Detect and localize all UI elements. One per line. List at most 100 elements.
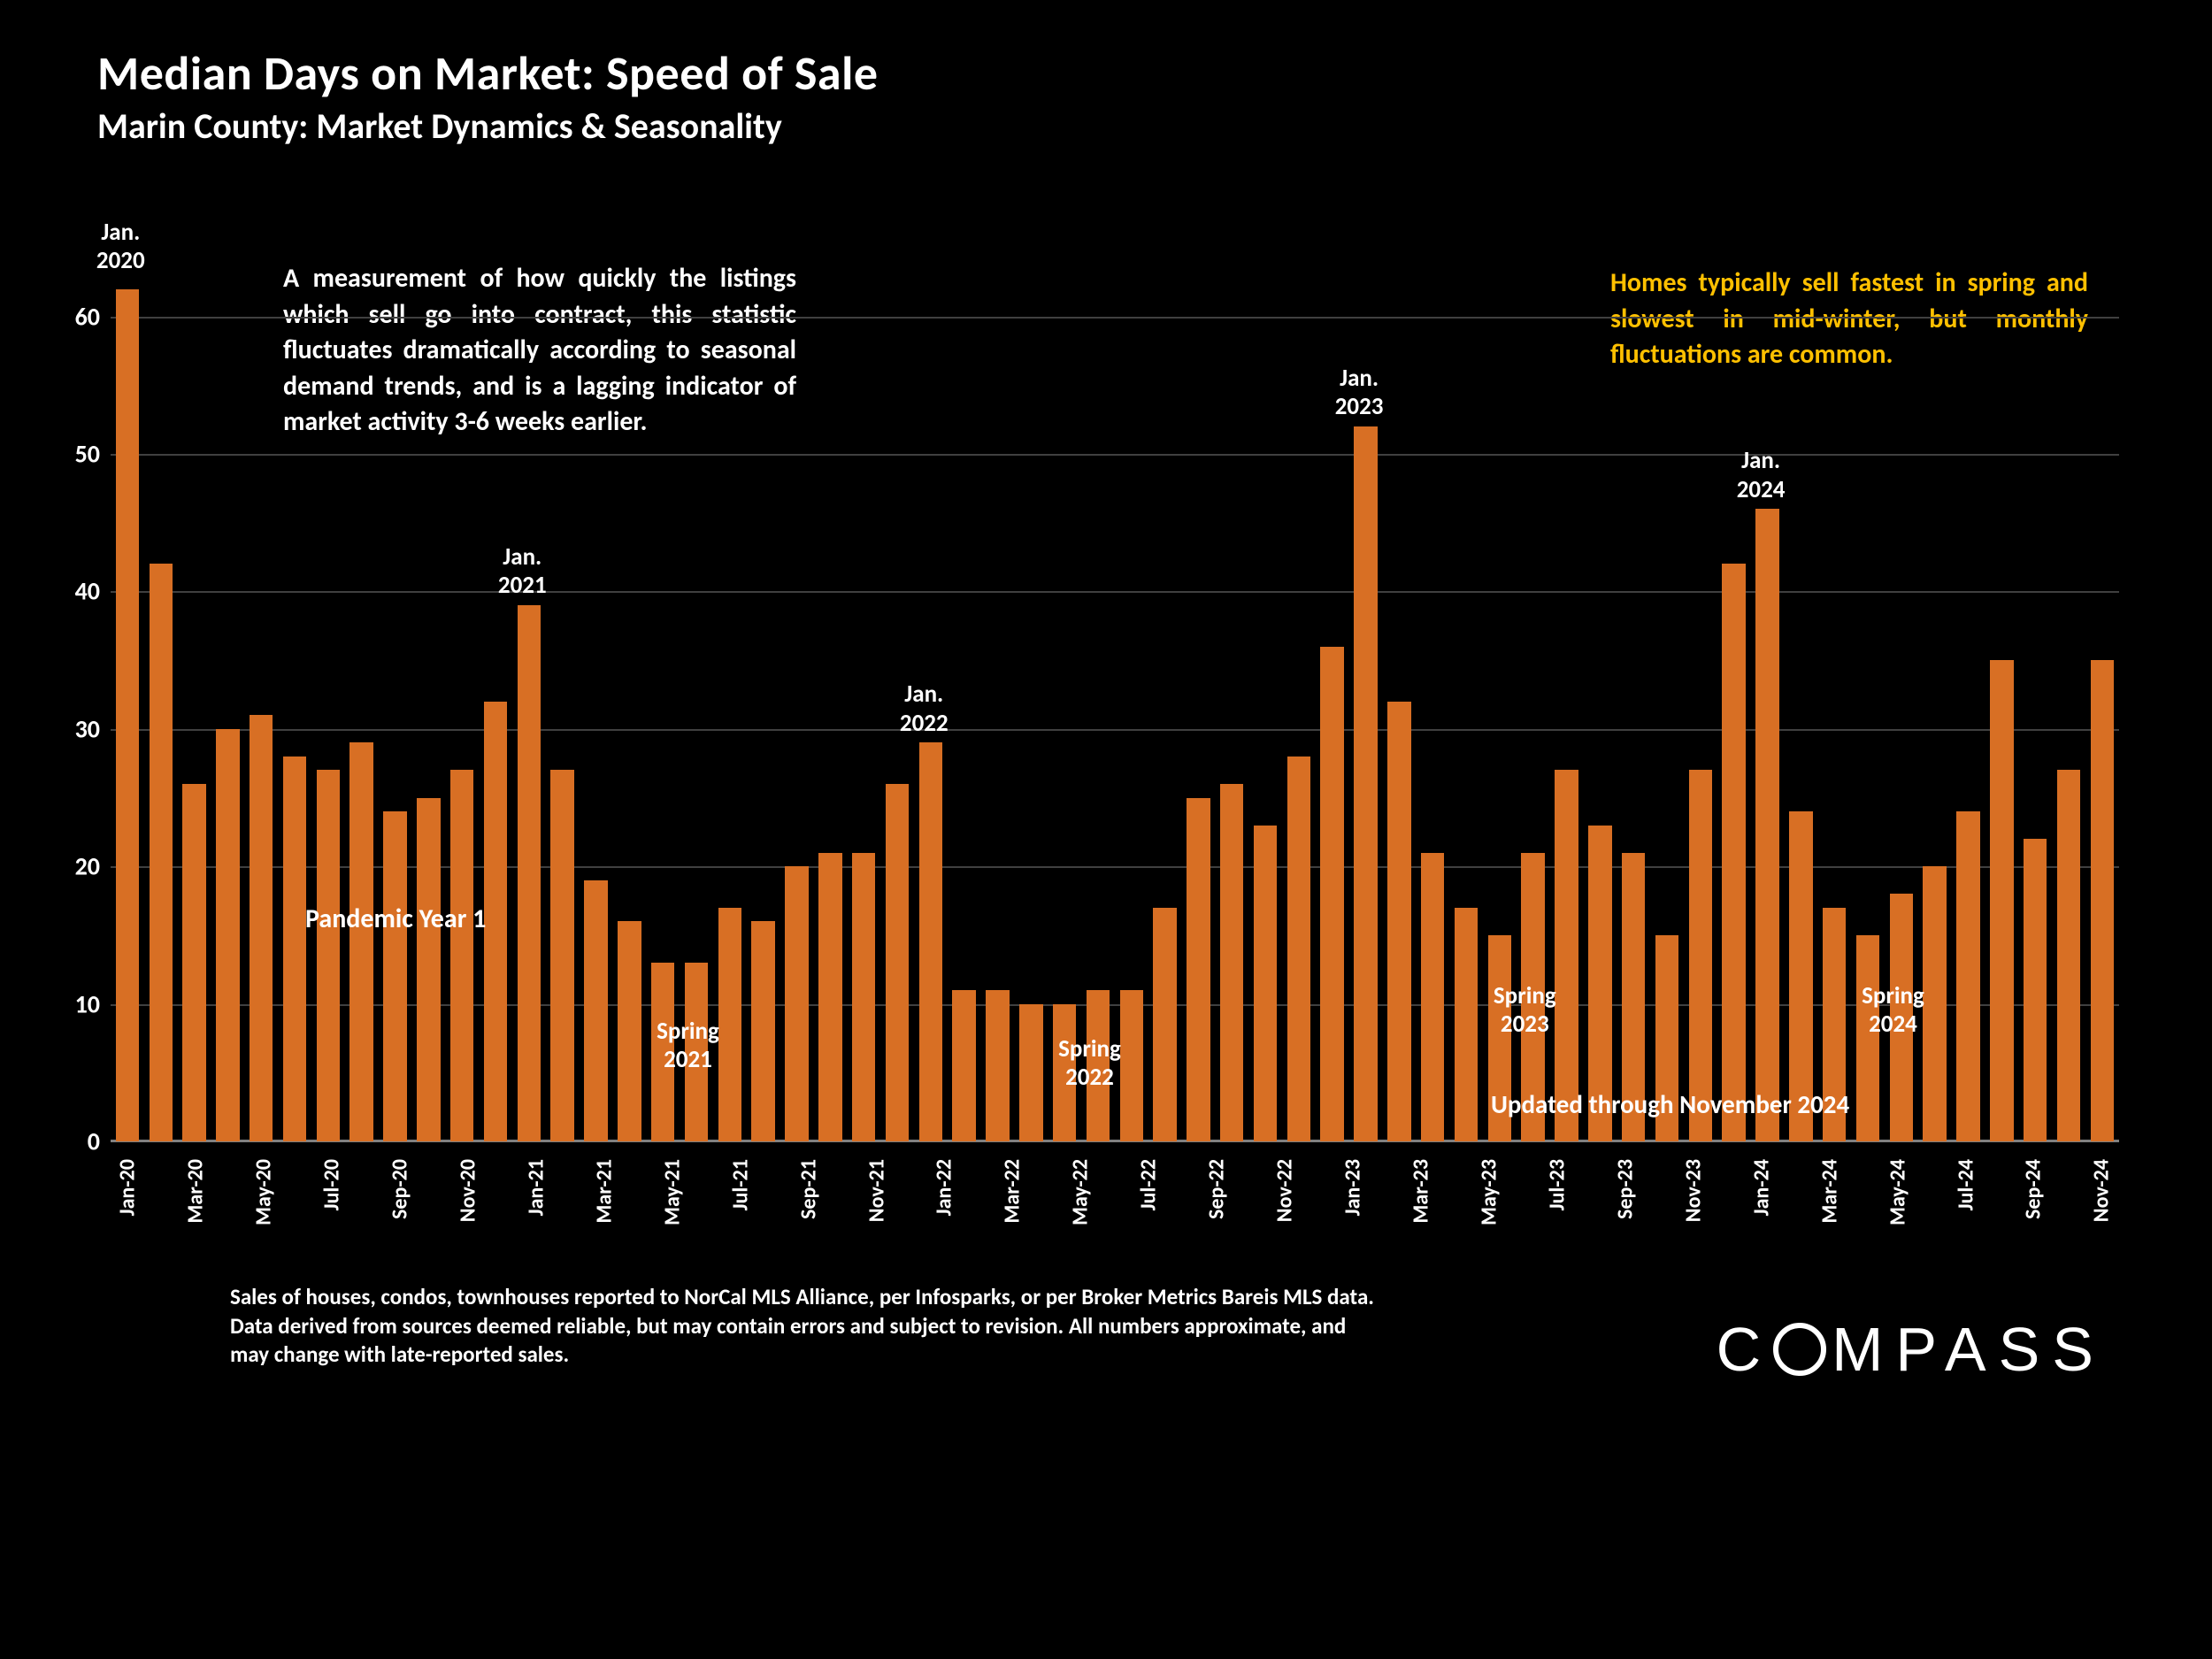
bar: [550, 770, 573, 1141]
spring-annotation: Spring2021: [657, 1018, 719, 1075]
bar-slot: [345, 248, 379, 1141]
x-label-slot: Jan-23: [1336, 1150, 1370, 1256]
bar-slot: [981, 248, 1015, 1141]
x-axis-labels: Jan-20Mar-20May-20Jul-20Sep-20Nov-20Jan-…: [111, 1150, 2119, 1256]
chart-title: Median Days on Market: Speed of Sale: [97, 44, 2115, 103]
bar: [1689, 770, 1712, 1141]
bar: [986, 990, 1009, 1141]
bar: [518, 605, 541, 1141]
x-label-slot: [485, 1150, 518, 1256]
bars-container: [111, 248, 2119, 1141]
bar: [1220, 784, 1243, 1141]
peak-annotation: Jan.2023: [1335, 365, 1384, 422]
bar: [450, 770, 473, 1141]
pandemic-annotation: Pandemic Year 1: [305, 902, 486, 935]
bar-slot: [1817, 248, 1851, 1141]
bar-slot: [445, 248, 479, 1141]
bar: [584, 880, 607, 1141]
x-label-slot: Mar-24: [1812, 1150, 1846, 1256]
bar: [1555, 770, 1578, 1141]
x-label-slot: [2051, 1150, 2085, 1256]
y-axis-tick-label: 40: [75, 576, 100, 607]
bar: [417, 798, 440, 1141]
x-label-slot: [1370, 1150, 1403, 1256]
x-label-slot: Jul-20: [315, 1150, 349, 1256]
x-label-slot: Mar-23: [1404, 1150, 1438, 1256]
x-label-slot: [689, 1150, 723, 1256]
bar-slot: [2052, 248, 2085, 1141]
y-axis-tick-label: 0: [88, 1126, 100, 1157]
bar: [216, 729, 239, 1141]
x-axis-tick-label: Nov-20: [455, 1159, 480, 1222]
x-label-slot: Jan-20: [111, 1150, 144, 1256]
bar-slot: [1148, 248, 1182, 1141]
bar: [618, 921, 641, 1141]
bar: [484, 702, 507, 1141]
x-label-slot: [962, 1150, 995, 1256]
x-axis-tick-label: Sep-24: [2021, 1159, 2047, 1219]
x-axis-tick-label: Mar-21: [591, 1159, 617, 1224]
x-label-slot: Jul-23: [1540, 1150, 1574, 1256]
x-label-slot: [280, 1150, 314, 1256]
bar: [1187, 798, 1210, 1141]
bar-slot: [1583, 248, 1617, 1141]
x-label-slot: [417, 1150, 450, 1256]
x-label-slot: Sep-23: [1609, 1150, 1642, 1256]
x-label-slot: May-21: [656, 1150, 689, 1256]
peak-annotation: Jan.2024: [1737, 447, 1786, 504]
x-label-slot: Nov-20: [451, 1150, 485, 1256]
x-label-slot: Mar-21: [588, 1150, 621, 1256]
bar: [1254, 826, 1277, 1141]
bar: [349, 742, 373, 1141]
x-label-slot: [1438, 1150, 1471, 1256]
x-label-slot: [1574, 1150, 1608, 1256]
x-axis-tick-label: May-22: [1068, 1159, 1094, 1225]
x-axis-tick-label: Mar-24: [1816, 1159, 1842, 1224]
x-label-slot: Nov-21: [859, 1150, 893, 1256]
y-axis-tick-label: 10: [75, 988, 100, 1019]
spring-annotation: Spring2024: [1862, 982, 1924, 1040]
x-label-slot: May-24: [1880, 1150, 1914, 1256]
x-axis-tick-label: Nov-24: [2089, 1159, 2115, 1222]
x-axis-tick-label: Nov-22: [1272, 1159, 1298, 1222]
chart-plot-area: 0102030405060Jan.2020Jan.2021Jan.2022Jan…: [111, 248, 2119, 1141]
x-label-slot: [144, 1150, 178, 1256]
x-axis-tick-label: Mar-20: [183, 1159, 209, 1224]
x-label-slot: [757, 1150, 791, 1256]
bar: [150, 564, 173, 1141]
bar-slot: [311, 248, 345, 1141]
bar: [1120, 990, 1143, 1141]
spring-annotation: Spring2022: [1058, 1035, 1121, 1093]
footnote-text: Sales of houses, condos, townhouses repo…: [230, 1283, 1380, 1370]
x-label-slot: [1710, 1150, 1744, 1256]
x-axis-tick-label: Jan-23: [1340, 1159, 1366, 1216]
x-axis-tick-label: Jan-21: [523, 1159, 549, 1216]
bar-slot: [1751, 248, 1785, 1141]
x-axis-tick-label: Sep-23: [1612, 1159, 1638, 1219]
bar-slot: [780, 248, 814, 1141]
x-label-slot: Jul-21: [723, 1150, 757, 1256]
bar-slot: [1081, 248, 1115, 1141]
peak-annotation: Jan.2020: [96, 219, 145, 276]
bar-slot: [479, 248, 512, 1141]
x-axis-tick-label: Jul-24: [1953, 1159, 1978, 1210]
bar: [1455, 908, 1478, 1141]
x-label-slot: Jan-22: [927, 1150, 961, 1256]
x-label-slot: [1778, 1150, 1812, 1256]
x-axis-tick-label: Jan-24: [1748, 1159, 1774, 1216]
x-label-slot: Jul-24: [1948, 1150, 1982, 1256]
x-axis-tick-label: Jul-23: [1544, 1159, 1570, 1210]
bar-slot: [278, 248, 311, 1141]
x-label-slot: Sep-24: [2016, 1150, 2050, 1256]
compass-ring-icon: [1773, 1323, 1826, 1376]
bar-slot: [144, 248, 178, 1141]
bar: [2091, 660, 2114, 1141]
bar-slot: [1182, 248, 1216, 1141]
bar: [250, 715, 273, 1141]
x-axis-tick-label: Jul-22: [1136, 1159, 1162, 1210]
x-label-slot: [621, 1150, 655, 1256]
x-label-slot: [349, 1150, 382, 1256]
y-axis-tick-label: 20: [75, 851, 100, 882]
x-label-slot: Nov-23: [1677, 1150, 1710, 1256]
bar-slot: [512, 248, 546, 1141]
